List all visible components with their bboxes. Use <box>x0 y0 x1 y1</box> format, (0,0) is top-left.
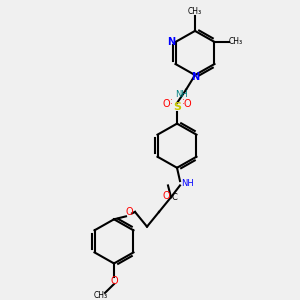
Text: O: O <box>110 276 118 286</box>
Text: NH: NH <box>175 90 188 99</box>
Text: NH: NH <box>181 179 194 188</box>
Text: CH₃: CH₃ <box>188 7 202 16</box>
Text: N: N <box>167 37 175 47</box>
Text: O: O <box>125 207 133 217</box>
Text: O: O <box>163 100 170 110</box>
Text: CH₃: CH₃ <box>228 38 242 46</box>
Text: :: : <box>169 97 172 106</box>
Text: S: S <box>173 102 181 112</box>
Text: N: N <box>191 71 199 82</box>
Text: C: C <box>171 193 177 202</box>
Text: :: : <box>182 97 184 106</box>
Text: CH₃: CH₃ <box>93 291 108 300</box>
Text: O: O <box>184 100 191 110</box>
Text: O: O <box>163 191 170 201</box>
